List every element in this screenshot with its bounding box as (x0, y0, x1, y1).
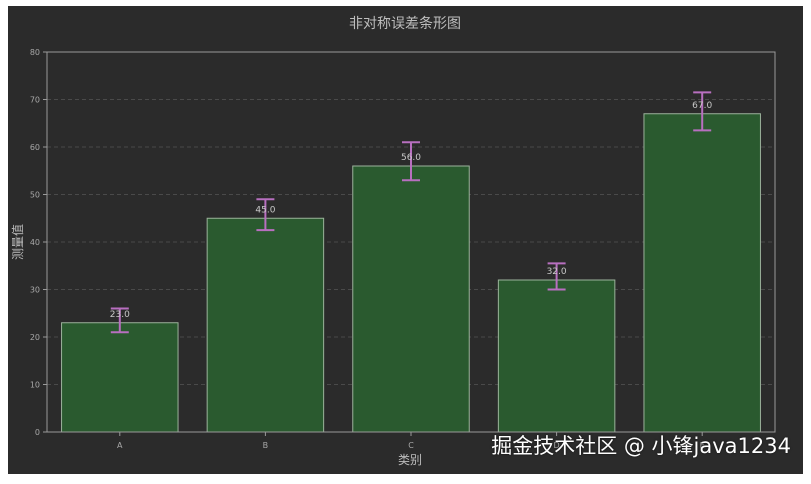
bar (61, 322, 179, 433)
bar-value-label: 45.0 (255, 205, 275, 215)
bar (206, 217, 325, 433)
watermark-text: 掘金技术社区 @ 小锋java1234 (491, 434, 791, 458)
bar-value-label: 56.0 (401, 153, 421, 163)
y-axis-label: 测量值 (10, 224, 25, 260)
y-tick-label: 80 (30, 48, 40, 57)
chart-figure: 非对称误差条形图 类别 测量值 23.0 45.0 56.0 32.0 67.0 0 10… (8, 6, 803, 474)
tick-labels: 0 10 20 30 40 50 60 70 80 A B C D E (30, 48, 705, 450)
y-tick-label: 40 (30, 238, 40, 247)
x-tick-label: C (408, 441, 414, 450)
bar-value-label: 23.0 (110, 310, 130, 320)
bar (497, 279, 616, 433)
x-tick-label: D (554, 441, 560, 450)
y-tick-label: 50 (30, 191, 40, 200)
x-tick-label: E (700, 441, 705, 450)
bar (352, 165, 470, 433)
x-tick-label: A (117, 441, 123, 450)
bar (643, 113, 761, 433)
y-tick-label: 10 (30, 381, 40, 390)
bar-chart: 非对称误差条形图 类别 测量值 23.0 45.0 56.0 32.0 67.0 0 10… (10, 15, 776, 467)
chart-title: 非对称误差条形图 (349, 15, 461, 32)
x-axis-label: 类别 (398, 453, 422, 467)
error-bars (110, 91, 712, 334)
y-tick-label: 20 (30, 333, 40, 342)
y-tick-label: 0 (35, 428, 40, 437)
y-tick-label: 30 (30, 286, 40, 295)
value-labels: 23.0 45.0 56.0 32.0 67.0 (110, 101, 713, 320)
y-tick-label: 70 (30, 96, 40, 105)
bars (61, 113, 761, 433)
bar-value-label: 32.0 (547, 267, 567, 277)
bar-value-label: 67.0 (692, 101, 712, 111)
y-tick-label: 60 (30, 143, 40, 152)
x-tick-label: B (263, 441, 269, 450)
